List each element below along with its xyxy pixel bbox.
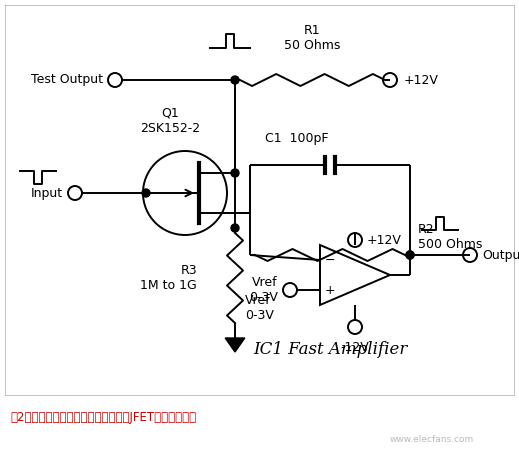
Text: Vref
0-3V: Vref 0-3V (245, 294, 274, 322)
Text: Q1
2SK152-2: Q1 2SK152-2 (140, 107, 200, 135)
Text: 图2：很宽温度范围、增益稳定的快速JFET高阻抗放大器: 图2：很宽温度范围、增益稳定的快速JFET高阻抗放大器 (10, 411, 196, 425)
Text: IC1 Fast Amplifier: IC1 Fast Amplifier (253, 342, 407, 359)
Polygon shape (225, 338, 245, 352)
Text: −: − (325, 253, 335, 267)
Circle shape (231, 224, 239, 232)
Circle shape (142, 189, 150, 197)
Circle shape (231, 169, 239, 177)
Text: C1  100pF: C1 100pF (265, 132, 329, 145)
Text: Vref
0-3V: Vref 0-3V (249, 276, 278, 304)
Text: +: + (325, 284, 335, 296)
Text: Input: Input (31, 186, 63, 200)
Text: Output: Output (482, 249, 519, 262)
Text: -12V: -12V (340, 341, 370, 354)
Circle shape (406, 251, 414, 259)
Text: R2
500 Ohms: R2 500 Ohms (418, 223, 482, 251)
Text: R1
50 Ohms: R1 50 Ohms (284, 24, 340, 52)
Circle shape (231, 76, 239, 84)
Text: +12V: +12V (367, 234, 402, 246)
Text: Test Output: Test Output (31, 73, 103, 87)
Text: R3
1M to 1G: R3 1M to 1G (140, 264, 197, 292)
Text: +12V: +12V (404, 73, 439, 87)
Text: www.elecfans.com: www.elecfans.com (390, 436, 474, 445)
Circle shape (406, 251, 414, 259)
